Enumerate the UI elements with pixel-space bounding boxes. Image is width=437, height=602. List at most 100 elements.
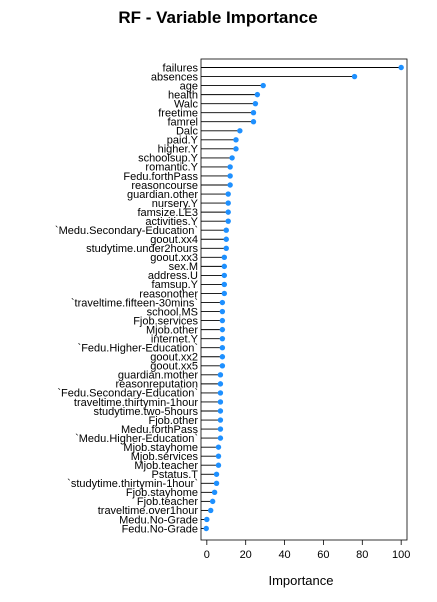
y-label-group: failuresabsencesagehealthWalcfreetimefam… bbox=[55, 62, 199, 535]
y-label-mjob-other: Mjob.other bbox=[146, 324, 198, 336]
point-famrel bbox=[250, 119, 257, 125]
y-label-goout-xx4: goout.xx4 bbox=[150, 234, 198, 246]
y-label-paid-y: paid.Y bbox=[167, 135, 199, 147]
y-label-internet-y: internet.Y bbox=[151, 333, 199, 345]
point-studytime-two-5hours bbox=[217, 408, 224, 414]
y-label-fjob-services: Fjob.services bbox=[133, 315, 198, 327]
y-label-mjob-teacher: Mjob.teacher bbox=[134, 460, 198, 472]
point-mjob-teacher bbox=[215, 462, 222, 468]
point-medu-higher-education bbox=[217, 435, 224, 441]
y-label-schoolsup-y: schoolsup.Y bbox=[138, 153, 199, 165]
plot-panel bbox=[200, 58, 408, 541]
point-fedu-forthpass bbox=[227, 173, 233, 179]
y-label-famrel: famrel bbox=[167, 117, 198, 129]
point-goout-xx5 bbox=[219, 363, 226, 369]
point-medu-forthpass bbox=[217, 426, 224, 432]
point-mjob-services bbox=[215, 453, 222, 459]
y-label-fedu-no-grade: Fedu.No-Grade bbox=[122, 523, 198, 535]
x-axis-label: Importance bbox=[268, 573, 333, 588]
y-label-goout-xx2: goout.xx2 bbox=[150, 352, 198, 364]
point-school-ms bbox=[219, 308, 226, 315]
point-age bbox=[260, 82, 266, 89]
stem-group bbox=[201, 67, 402, 529]
point-paid-y bbox=[233, 137, 239, 143]
x-axis: 0 20 40 60 80 100 bbox=[204, 540, 410, 561]
point-fedu-no-grade bbox=[203, 525, 209, 532]
point-pstatus-t bbox=[213, 471, 220, 477]
point-group bbox=[203, 64, 404, 532]
y-label-fjob-stayhome: Fjob.stayhome bbox=[126, 487, 198, 499]
y-label-fedu-secondary-education: `Fedu.Secondary-Education` bbox=[57, 388, 198, 400]
y-label-traveltime-fifteen-30mins: `traveltime.fifteen-30mins` bbox=[71, 297, 198, 309]
y-label-age: age bbox=[180, 80, 198, 92]
x-tick-label-0: 0 bbox=[204, 549, 210, 561]
point-goout-xx3 bbox=[221, 254, 228, 261]
point-higher-y bbox=[233, 146, 239, 152]
point-failures bbox=[398, 64, 404, 71]
y-label-goout-xx5: goout.xx5 bbox=[150, 361, 198, 373]
chart-title: RF - Variable Importance bbox=[118, 8, 317, 27]
y-label-reasonreputation: reasonreputation bbox=[115, 379, 198, 391]
y-label-fedu-higher-education: `Fedu.Higher-Education` bbox=[78, 343, 198, 355]
y-label-dalc: Dalc bbox=[176, 126, 199, 138]
y-label-medu-forthpass: Medu.forthPass bbox=[121, 424, 199, 436]
point-traveltime-over1hour bbox=[208, 507, 214, 514]
point-sex-m bbox=[221, 263, 228, 270]
y-label-studytime-two-5hours: studytime.two-5hours bbox=[93, 406, 198, 418]
y-label-mjob-services: Mjob.services bbox=[131, 451, 199, 463]
y-label-address-u: address.U bbox=[148, 270, 198, 282]
point-internet-y bbox=[219, 335, 226, 342]
y-label-fjob-teacher: Fjob.teacher bbox=[137, 496, 198, 508]
point-walc bbox=[252, 100, 259, 107]
point-goout-xx4 bbox=[223, 236, 229, 242]
point-fedu-higher-education bbox=[219, 345, 226, 351]
point-goout-xx2 bbox=[219, 354, 226, 360]
point-dalc bbox=[237, 128, 243, 134]
x-tick-label-100: 100 bbox=[392, 549, 410, 561]
point-romantic-y bbox=[227, 164, 233, 170]
point-fjob-stayhome bbox=[211, 489, 218, 496]
x-tick-label-20: 20 bbox=[240, 549, 252, 561]
point-address-u bbox=[221, 272, 228, 279]
point-studytime-under2hours bbox=[223, 245, 229, 251]
point-fjob-other bbox=[217, 417, 224, 423]
point-mjob-other bbox=[219, 326, 226, 333]
x-tick-label-40: 40 bbox=[278, 549, 290, 561]
y-label-walc: Walc bbox=[174, 98, 199, 110]
y-label-nursery-y: nursery.Y bbox=[152, 198, 199, 210]
point-nursery-y bbox=[225, 200, 231, 206]
point-famsize-le3 bbox=[225, 209, 231, 215]
y-label-romantic-y: romantic.Y bbox=[145, 162, 198, 174]
point-guardian-mother bbox=[217, 372, 224, 378]
point-fjob-services bbox=[219, 317, 226, 324]
y-label-goout-xx3: goout.xx3 bbox=[150, 252, 198, 264]
point-health bbox=[254, 91, 261, 98]
point-studytime-thirtymin-1hour bbox=[213, 480, 220, 487]
point-medu-secondary-education bbox=[223, 227, 229, 233]
y-label-medu-secondary-education: `Medu.Secondary-Education` bbox=[55, 225, 198, 237]
x-tick-label-80: 80 bbox=[356, 549, 368, 561]
y-label-studytime-thirtymin-1hour: `studytime.thirtymin-1hour` bbox=[67, 478, 198, 490]
y-label-sex-m: sex.M bbox=[169, 261, 198, 273]
point-fjob-teacher bbox=[209, 498, 216, 505]
y-label-famsize-le3: famsize.LE3 bbox=[137, 207, 198, 219]
y-label-health: health bbox=[168, 89, 198, 101]
y-label-absences: absences bbox=[151, 71, 199, 83]
x-tick-label-60: 60 bbox=[317, 549, 329, 561]
y-label-guardian-other: guardian.other bbox=[127, 189, 198, 201]
y-label-fedu-forthpass: Fedu.forthPass bbox=[123, 171, 198, 183]
point-activities-y bbox=[225, 218, 231, 224]
point-guardian-other bbox=[225, 191, 231, 197]
point-medu-no-grade bbox=[204, 516, 210, 523]
point-absences bbox=[351, 73, 358, 80]
point-reasonother bbox=[221, 290, 228, 297]
point-reasoncourse bbox=[227, 182, 233, 188]
point-traveltime-thirtymin-1hour bbox=[217, 399, 224, 405]
y-label-medu-higher-education: `Medu.Higher-Education` bbox=[75, 433, 198, 445]
y-label-famsup-y: famsup.Y bbox=[152, 279, 199, 291]
y-label-pstatus-t: Pstatus.T bbox=[152, 469, 199, 481]
y-label-reasonother: reasonother bbox=[139, 288, 198, 300]
y-label-higher-y: higher.Y bbox=[158, 144, 199, 156]
point-reasonreputation bbox=[217, 381, 224, 387]
